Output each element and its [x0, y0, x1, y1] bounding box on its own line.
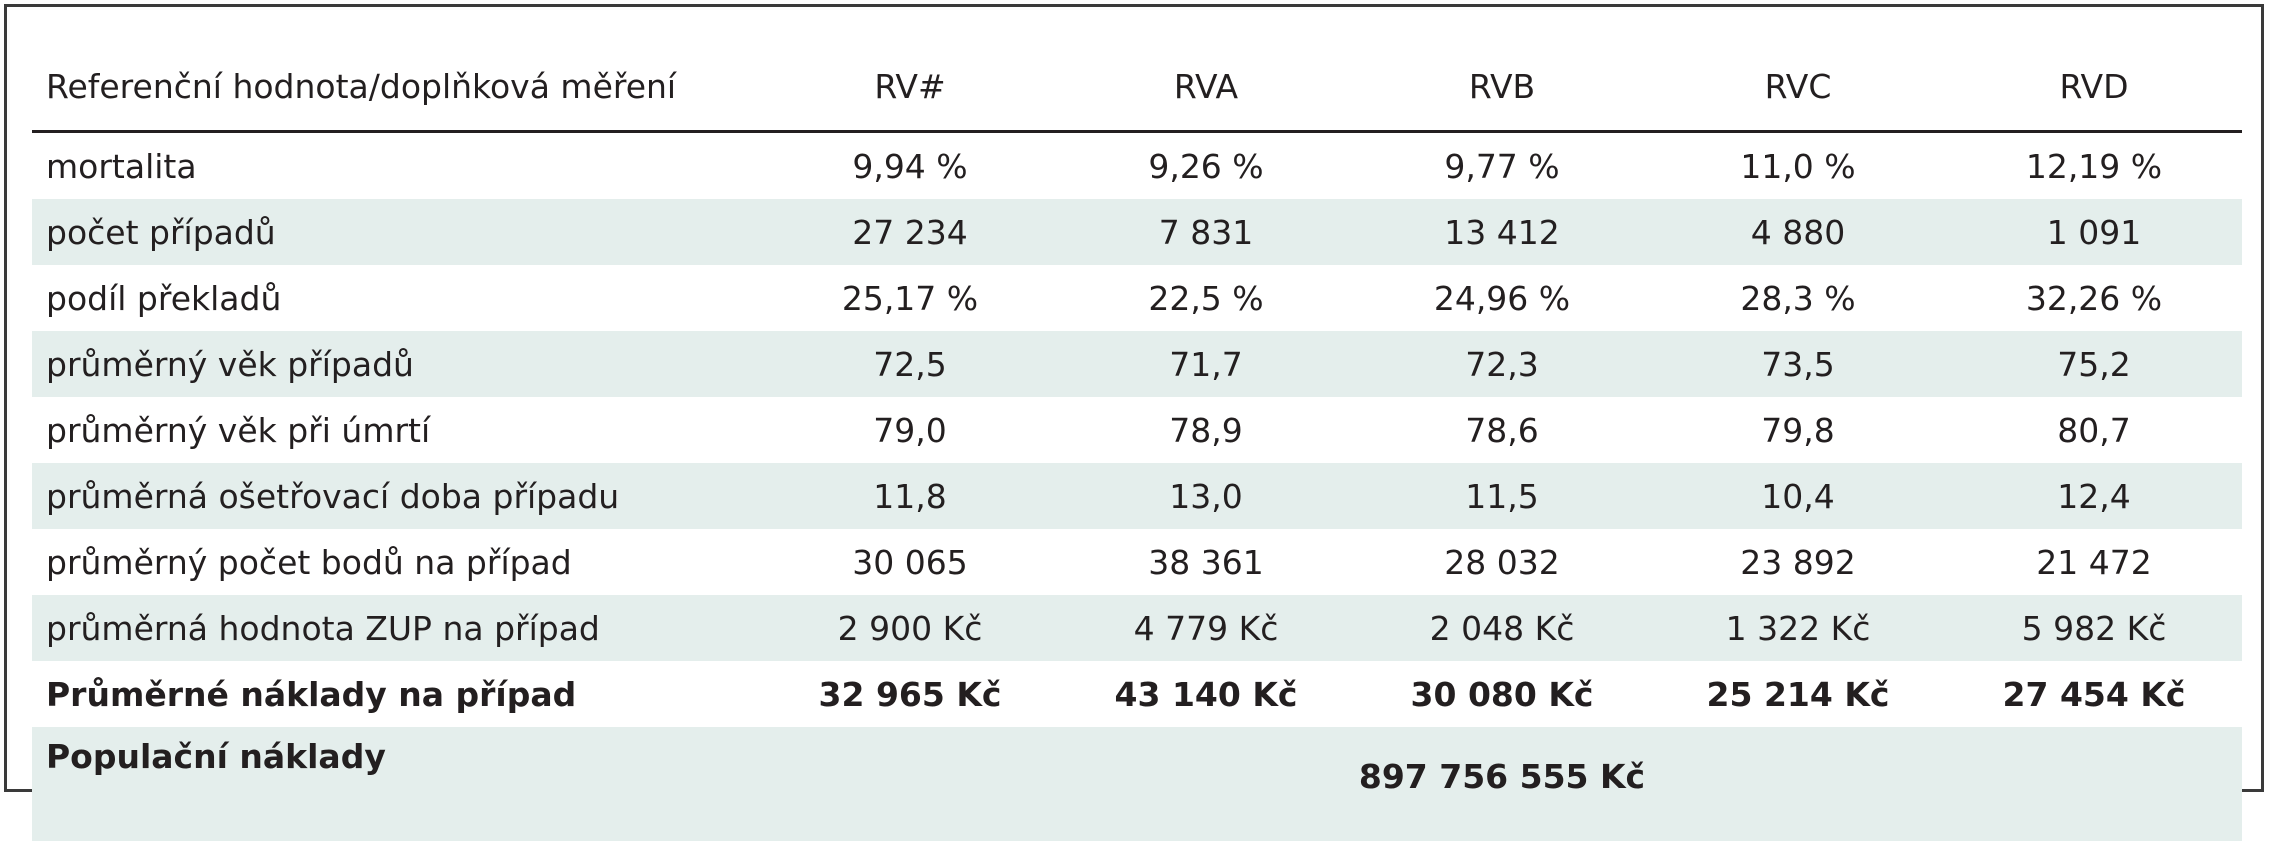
- table-row: průměrný počet bodů na případ 30 065 38 …: [32, 529, 2242, 595]
- cell: 25,17 %: [841, 278, 979, 318]
- cell: 28,3 %: [1740, 278, 1856, 318]
- cell: 13,0: [1058, 463, 1354, 529]
- cell: 11,8: [762, 463, 1058, 529]
- cell: 4 880: [1650, 199, 1946, 265]
- cell: 27 454 Kč: [2002, 674, 2186, 714]
- table-row: počet případů 27 234 7 831 13 412 4 880 …: [32, 199, 2242, 265]
- cell: 13 412: [1354, 199, 1650, 265]
- cell: 21 472: [2036, 542, 2152, 582]
- cell: 23 892: [1740, 542, 1856, 582]
- header-rvd: RVD: [1946, 42, 2242, 133]
- row-label: průměrný věk případů: [32, 331, 762, 397]
- cell: 32 965 Kč: [818, 674, 1002, 714]
- table-row: mortalita 9,94 % 9,26 % 9,77 % 11,0 % 12…: [32, 132, 2242, 200]
- table-row-average-costs: Průměrné náklady na případ 32 965 Kč 43 …: [32, 661, 2242, 727]
- cell: 78,6: [1465, 410, 1539, 450]
- row-label: průměrná ošetřovací doba případu: [32, 463, 762, 529]
- table-row-population-costs: Populační náklady 897 756 555 Kč: [32, 727, 2242, 841]
- cell: 9,26 %: [1148, 146, 1264, 186]
- cell: 25 214 Kč: [1706, 674, 1890, 714]
- cell: 2 900 Kč: [762, 595, 1058, 661]
- header-label: Referenční hodnota/doplňková měření: [32, 42, 762, 133]
- cell: 11,0 %: [1740, 146, 1856, 186]
- cell: 38 361: [1148, 542, 1264, 582]
- population-label: Populační náklady: [32, 727, 762, 841]
- cell: 80,7: [2057, 410, 2131, 450]
- cell: 43 140 Kč: [1114, 674, 1298, 714]
- cell: 12,19 %: [2025, 146, 2163, 186]
- cell: 27 234: [762, 199, 1058, 265]
- cell: 28 032: [1444, 542, 1560, 582]
- table-row: průměrný věk případů 72,5 71,7 72,3 73,5…: [32, 331, 2242, 397]
- header-rva: RVA: [1058, 42, 1354, 133]
- cell: 75,2: [1946, 331, 2242, 397]
- cell: 2 048 Kč: [1354, 595, 1650, 661]
- row-label: průměrná hodnota ZUP na případ: [32, 595, 762, 661]
- row-label: průměrný věk při úmrtí: [46, 410, 431, 450]
- population-value: 897 756 555 Kč: [762, 727, 2242, 841]
- cell: 24,96 %: [1433, 278, 1571, 318]
- cell: 22,5 %: [1148, 278, 1264, 318]
- cell: 79,0: [873, 410, 947, 450]
- cell: 12,4: [1946, 463, 2242, 529]
- row-label: počet případů: [32, 199, 762, 265]
- cell: 4 779 Kč: [1058, 595, 1354, 661]
- row-label: mortalita: [46, 146, 197, 186]
- cell: 10,4: [1650, 463, 1946, 529]
- header-row: Referenční hodnota/doplňková měření RV# …: [32, 42, 2242, 133]
- table-row: průměrná ošetřovací doba případu 11,8 13…: [32, 463, 2242, 529]
- table-frame: Referenční hodnota/doplňková měření RV# …: [4, 4, 2264, 841]
- row-label: podíl překladů: [46, 278, 282, 318]
- cell: 30 080 Kč: [1410, 674, 1594, 714]
- data-table: Referenční hodnota/doplňková měření RV# …: [32, 42, 2242, 841]
- cell: 30 065: [852, 542, 968, 582]
- cell: 79,8: [1761, 410, 1835, 450]
- cell: 11,5: [1354, 463, 1650, 529]
- cell: 32,26 %: [2025, 278, 2163, 318]
- cell: 78,9: [1169, 410, 1243, 450]
- cell: 73,5: [1650, 331, 1946, 397]
- table-row: průměrná hodnota ZUP na případ 2 900 Kč …: [32, 595, 2242, 661]
- cell: 1 322 Kč: [1650, 595, 1946, 661]
- table-row: průměrný věk při úmrtí 79,0 78,9 78,6 79…: [32, 397, 2242, 463]
- header-rv: RV#: [762, 42, 1058, 133]
- header-rvc: RVC: [1650, 42, 1946, 133]
- cell: 72,3: [1354, 331, 1650, 397]
- cell: 72,5: [762, 331, 1058, 397]
- cell: 1 091: [1946, 199, 2242, 265]
- header-rvb: RVB: [1354, 42, 1650, 133]
- cell: 5 982 Kč: [1946, 595, 2242, 661]
- cell: 9,94 %: [852, 146, 968, 186]
- cell: 9,77 %: [1444, 146, 1560, 186]
- table-row: podíl překladů 25,17 % 22,5 % 24,96 % 28…: [32, 265, 2242, 331]
- cell: 71,7: [1058, 331, 1354, 397]
- row-label: průměrný počet bodů na případ: [46, 542, 572, 582]
- cell: 7 831: [1058, 199, 1354, 265]
- row-label: Průměrné náklady na případ: [46, 674, 577, 714]
